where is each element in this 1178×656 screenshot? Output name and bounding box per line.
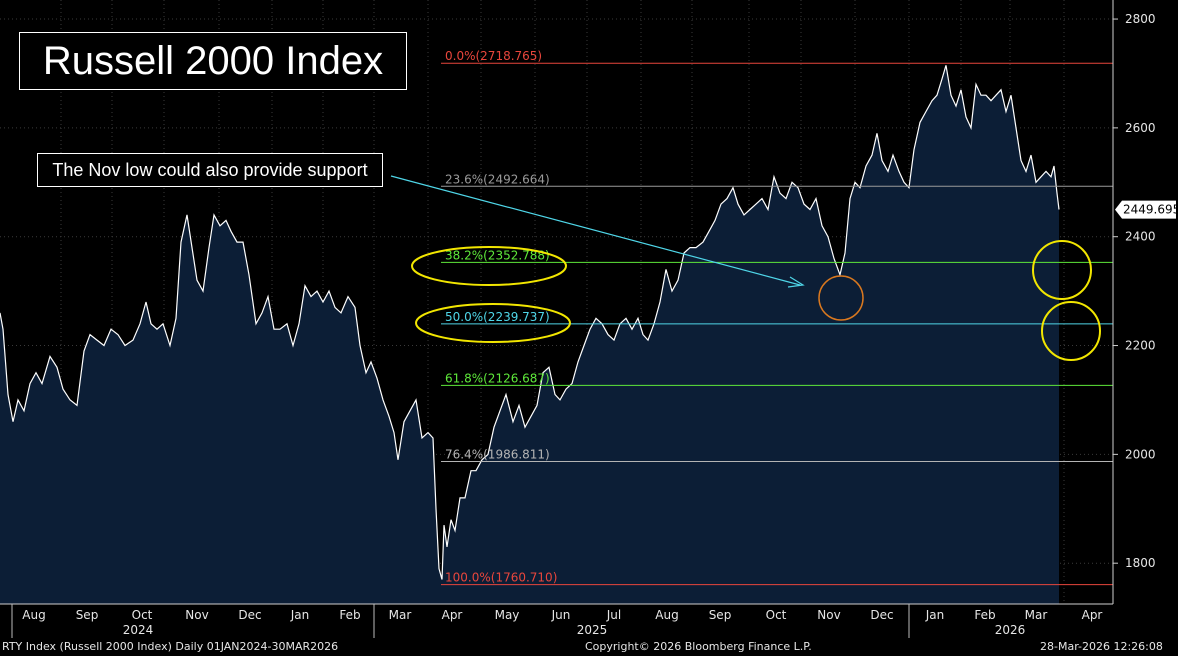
y-axis-tick-label: 2000: [1125, 447, 1156, 461]
x-axis-month-label: Apr: [1082, 608, 1103, 622]
x-axis-month-label: Nov: [817, 608, 840, 622]
footer-security: RTY Index (Russell 2000 Index) Daily 01J…: [2, 640, 339, 653]
last-value-label: 2449.695: [1123, 203, 1178, 217]
series-area: [0, 65, 1059, 605]
x-axis-month-label: Oct: [766, 608, 787, 622]
highlight-ellipse-500: [415, 303, 571, 343]
x-axis-month-label: Dec: [238, 608, 261, 622]
x-axis-month-label: Jan: [290, 608, 310, 622]
x-axis-year-label: 2026: [995, 623, 1026, 637]
x-axis-year-label: 2024: [123, 623, 154, 637]
y-axis-tick-label: 2400: [1125, 230, 1156, 244]
x-axis-month-label: Aug: [22, 608, 45, 622]
fib-level-label: 38.2%(2352.788): [445, 248, 550, 262]
fib-level-label: 0.0%(2718.765): [445, 49, 542, 63]
highlight-circle-nov-low: [818, 275, 864, 321]
y-axis-tick-label: 1800: [1125, 556, 1156, 570]
x-axis-month-label: Mar: [1025, 608, 1048, 622]
fib-level-label: 50.0%(2239.737): [445, 310, 550, 324]
annotation-arrow-head: [787, 276, 805, 288]
x-axis-month-label: Nov: [185, 608, 208, 622]
annotation-arrow-line: [390, 175, 801, 286]
fib-level-label: 61.8%(2126.687): [445, 371, 550, 385]
x-axis-month-label: May: [495, 608, 520, 622]
x-axis-year-label: 2025: [577, 623, 608, 637]
chart-title: Russell 2000 Index: [19, 32, 407, 90]
x-axis-month-label: Dec: [870, 608, 893, 622]
y-axis-tick-label: 2200: [1125, 339, 1156, 353]
fib-level-label: 100.0%(1760.710): [445, 571, 557, 585]
x-axis-month-label: Sep: [709, 608, 732, 622]
x-axis-month-label: Jan: [925, 608, 945, 622]
highlight-ellipse-382: [411, 246, 567, 286]
x-axis-month-label: Oct: [132, 608, 153, 622]
fib-level-label: 76.4%(1986.811): [445, 448, 550, 462]
x-axis-month-label: Jul: [606, 608, 621, 622]
x-axis-month-label: Feb: [974, 608, 995, 622]
x-axis-month-label: Aug: [655, 608, 678, 622]
footer-timestamp: 28-Mar-2026 12:26:08: [1040, 640, 1163, 653]
x-axis-month-label: Jun: [551, 608, 571, 622]
fib-level-label: 23.6%(2492.664): [445, 172, 550, 186]
footer-copyright: Copyright© 2026 Bloomberg Finance L.P.: [585, 640, 812, 653]
x-axis-month-label: Sep: [76, 608, 99, 622]
last-value-tag: [1115, 200, 1176, 219]
x-axis-month-label: Apr: [442, 608, 463, 622]
y-axis-tick-label: 2800: [1125, 12, 1156, 26]
y-axis-tick-label: 2600: [1125, 121, 1156, 135]
highlight-circle-lower: [1041, 301, 1101, 361]
x-axis-month-label: Feb: [339, 608, 360, 622]
highlight-circle-upper: [1032, 240, 1092, 300]
footer: RTY Index (Russell 2000 Index) Daily 01J…: [0, 638, 1178, 656]
annotation-box: The Nov low could also provide support: [37, 153, 383, 187]
x-axis-month-label: Mar: [389, 608, 412, 622]
